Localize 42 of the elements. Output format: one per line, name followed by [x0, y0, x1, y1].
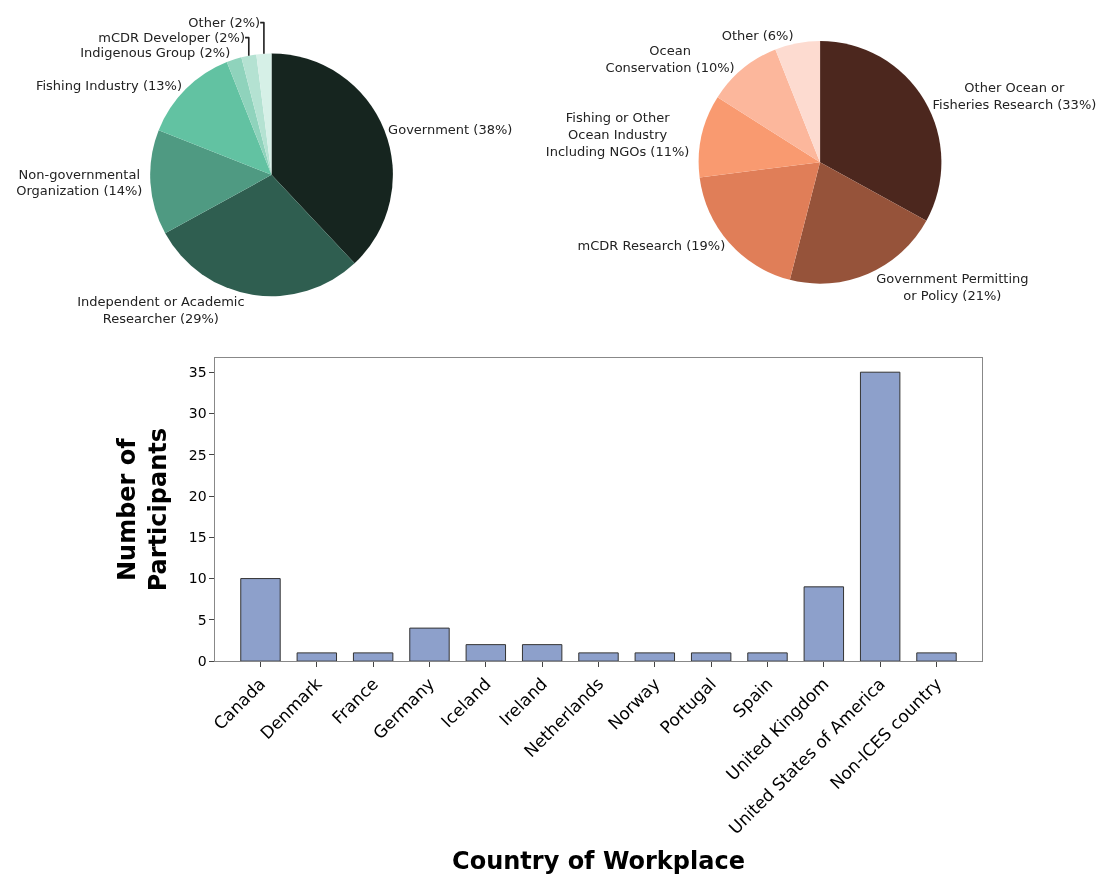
slice-label: mCDR Research (19%): [577, 238, 726, 254]
y-tick-label: 0: [197, 653, 207, 670]
y-tick-label: 15: [188, 529, 207, 546]
bar: [465, 644, 507, 662]
y-tick-label: 35: [188, 364, 207, 381]
bar: [916, 652, 957, 662]
slice-label: Independent or Academic Researcher (29%): [77, 294, 245, 327]
y-axis-title: Number of Participants: [112, 427, 172, 592]
bar: [352, 652, 394, 662]
y-tick-label: 30: [188, 405, 207, 422]
slice-label: Non-governmental Organization (14%): [16, 166, 143, 199]
y-tick-label: 25: [188, 446, 207, 463]
pie-slice: [256, 53, 272, 175]
bar: [859, 371, 901, 662]
bar: [747, 652, 788, 662]
slice-label: Fishing Industry (13%): [35, 77, 182, 93]
bar: [803, 586, 845, 662]
bar: [690, 652, 732, 662]
slice-label: Other (6%): [721, 28, 794, 44]
slice-label: Indigenous Group (2%): [80, 45, 231, 61]
bar: [521, 644, 563, 662]
bar: [240, 578, 281, 662]
slice-label: Government Permitting or Policy (21%): [876, 271, 1029, 304]
x-axis-title: Country of Workplace: [452, 847, 745, 876]
pie-slice: [165, 174, 355, 297]
bar: [409, 627, 450, 662]
slice-label: Fishing or Other Ocean Industry Including NGOs (11%): [545, 110, 690, 160]
y-tick-label: 10: [188, 570, 207, 587]
pie-slice: [775, 40, 821, 163]
slice-label: Other (2%): [188, 15, 261, 31]
bar: [296, 652, 338, 662]
y-tick-label: 5: [197, 611, 207, 628]
slice-label: Ocean Conservation (10%): [605, 43, 735, 76]
pie-slice: [226, 57, 272, 175]
bar: [578, 652, 619, 662]
slice-label: Government (38%): [388, 121, 513, 137]
pie-slice: [150, 130, 272, 234]
pie-slice: [698, 97, 821, 178]
slice-label: Other Ocean or Fisheries Research (33%): [932, 80, 1097, 113]
bar: [634, 652, 676, 662]
y-tick-label: 20: [188, 487, 207, 504]
slice-label: mCDR Developer (2%): [98, 30, 246, 46]
